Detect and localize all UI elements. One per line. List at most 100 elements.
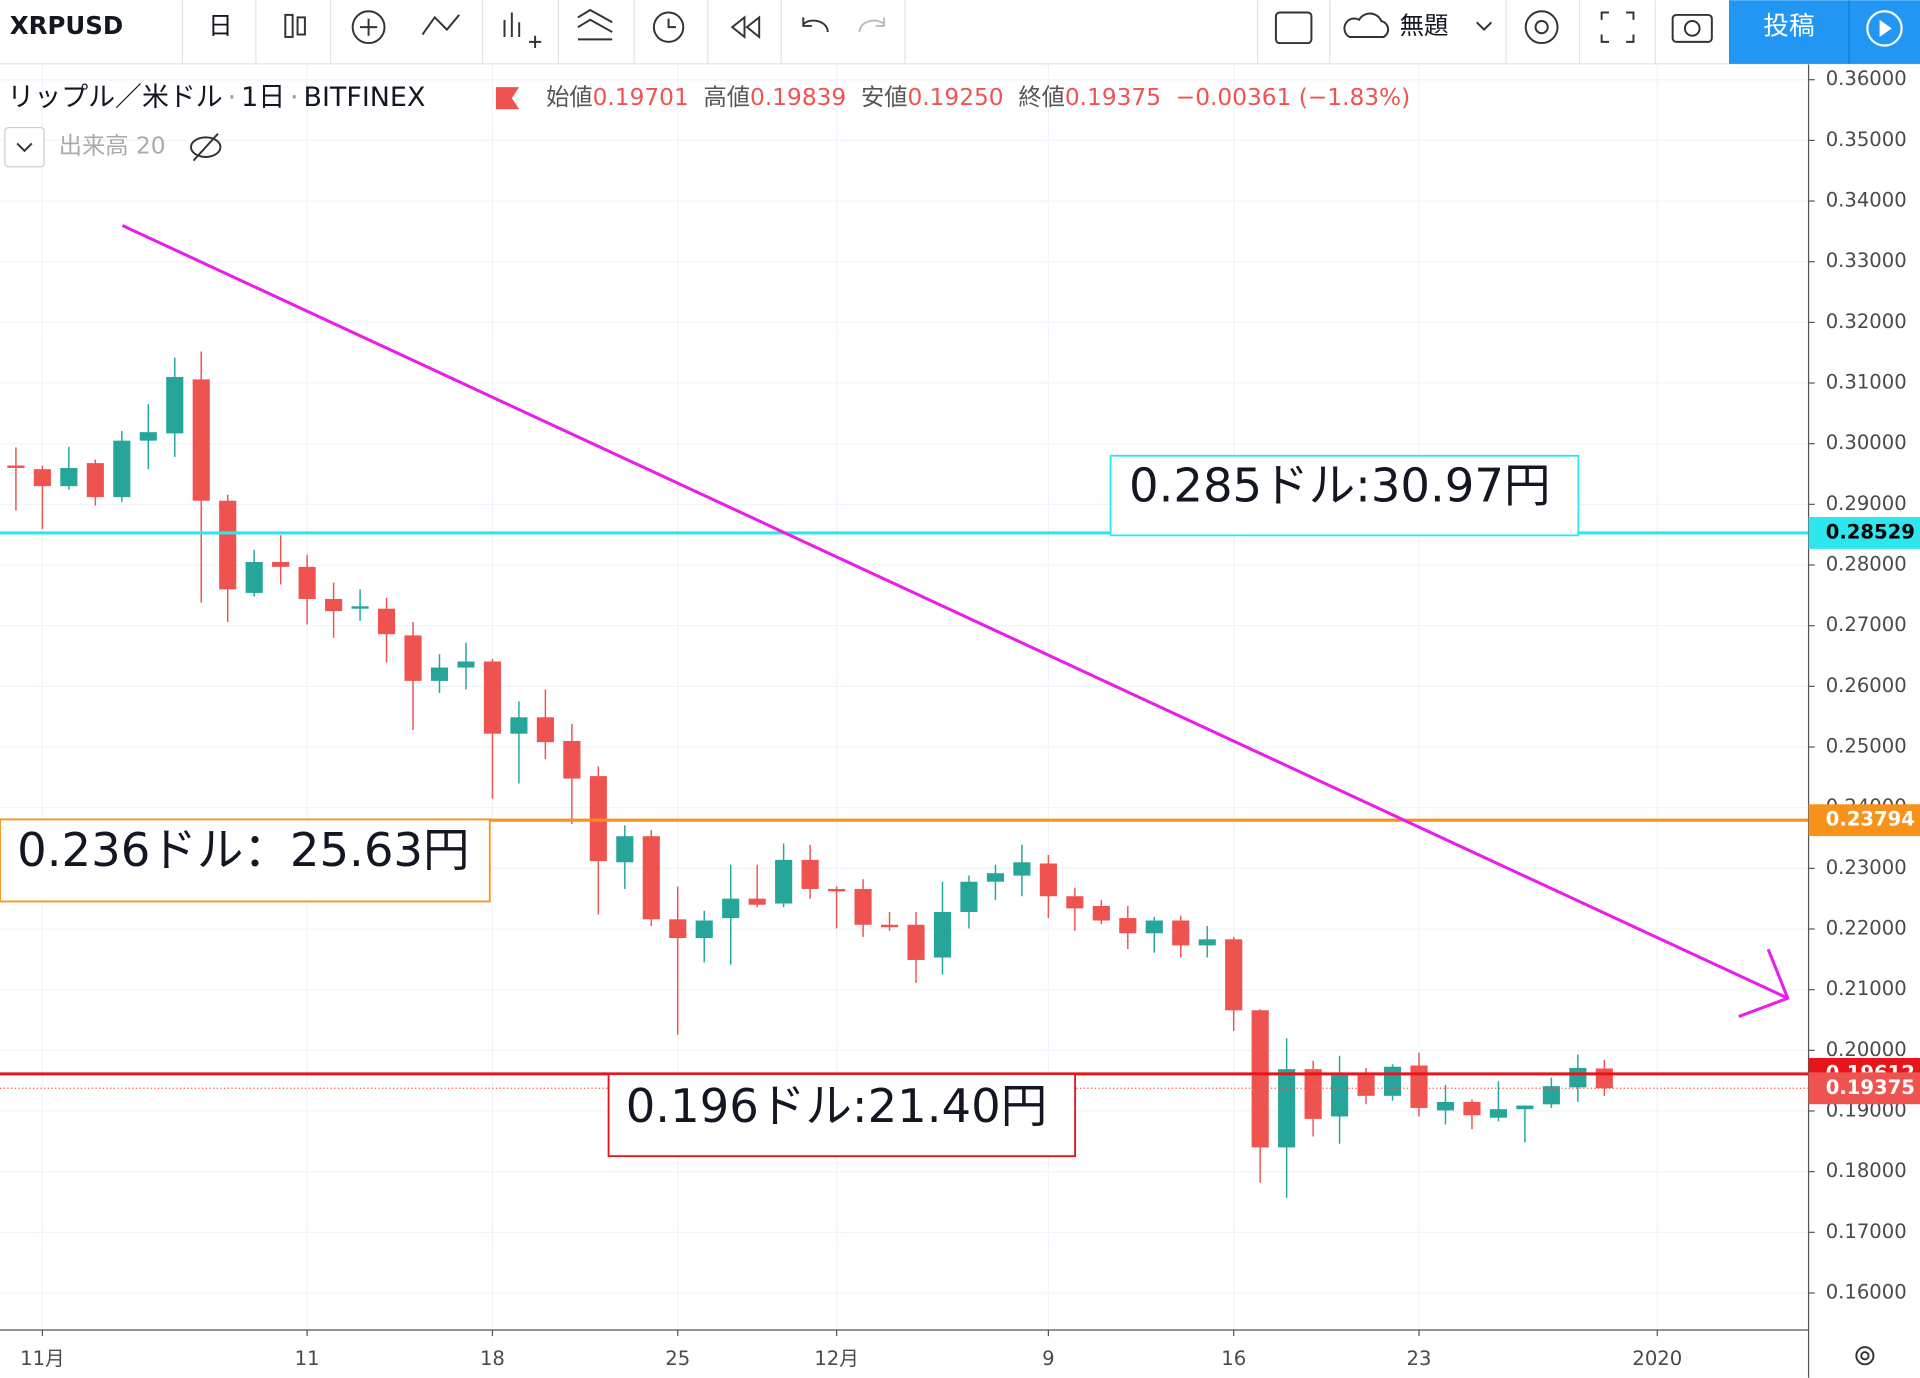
candle-body [325,598,343,612]
compare-icon[interactable] [421,14,460,36]
x-tick-label: 11 [295,1347,320,1370]
ohlc-value: 0.19250 [907,84,1003,111]
publish-button[interactable] [1728,0,1920,64]
sep: · [228,82,237,113]
y-tick-label: 0.23000 [1826,856,1907,879]
candle-body [1331,1075,1349,1117]
y-tick-label: 0.29000 [1826,492,1907,515]
y-tick-label: 0.20000 [1826,1038,1907,1061]
undo-icon[interactable] [802,17,829,33]
candle-body [1383,1066,1402,1096]
candle-body [1410,1065,1428,1108]
chevron-icon [16,142,33,153]
fullscreen-icon[interactable] [1600,11,1635,43]
y-tick-label: 0.34000 [1826,189,1907,212]
status-flag [495,87,520,110]
candle-body [642,836,660,920]
layout-icon[interactable] [1274,11,1313,45]
candle-body [298,566,316,599]
candle-body [589,776,607,862]
candle-body [801,859,819,889]
annotation-box [0,818,491,903]
candle-body [616,836,634,863]
candle-body [483,661,502,734]
y-tick-label: 0.22000 [1826,917,1907,940]
candle-body [960,881,978,913]
candle-body [1225,939,1243,1011]
candle-body [1357,1075,1375,1096]
candle-body [192,379,210,501]
candle-body [351,606,369,609]
candle-body [1516,1105,1534,1110]
candle-body [1013,862,1031,876]
candle-body [1198,939,1216,946]
candle-body [748,898,766,905]
candle-body [1304,1069,1322,1119]
x-tick-label: 11月 [20,1347,65,1370]
toolbar-bg [0,0,1920,64]
x-tick-label: 12月 [814,1347,859,1370]
candle-body [510,717,528,734]
y-tick-label: 0.16000 [1826,1281,1907,1304]
settings-gear[interactable] [1855,1346,1875,1366]
layout-name[interactable]: 無題 [1400,11,1449,40]
candle-body [33,469,51,487]
ohlc-value: 0.19839 [750,84,846,111]
dropdown-icon[interactable] [1476,21,1493,31]
collapse-button[interactable] [4,126,45,168]
candle-body [1251,1010,1269,1148]
candle-body [1436,1101,1455,1111]
y-tick-label: 0.35000 [1826,128,1907,151]
x-tick-label: 25 [665,1347,690,1370]
ohlc-label: 安値 [861,84,908,111]
time-axis [0,1330,1920,1378]
plot [0,351,1809,1198]
candle-body [1595,1068,1613,1089]
play-icon[interactable] [1866,10,1903,47]
toolbar: XRPUSD 日 無題 投稿 [0,0,1920,65]
y-tick-label: 0.26000 [1826,674,1907,697]
trend-arrowhead [1738,948,1790,1018]
candle-body [430,667,449,681]
interval-button[interactable]: 日 [208,11,232,40]
change-pct: (−1.83%) [1299,84,1410,111]
symbol[interactable]: XRPUSD [10,11,123,40]
candle-body [880,924,899,928]
candle-body [828,888,846,892]
settings-icon[interactable] [1524,10,1559,45]
ohlc-value: 0.19701 [593,84,689,111]
y-tick-label: 0.31000 [1826,371,1907,394]
bars-icon[interactable] [503,12,542,48]
candle-body [1278,1069,1296,1148]
snapshot-icon[interactable] [1671,13,1713,43]
ohlc-label: 高値 [704,84,751,111]
x-tick-label: 16 [1221,1347,1246,1370]
template-icon[interactable] [577,8,613,41]
y-tick-label: 0.21000 [1826,977,1907,1000]
cloud-icon [1343,12,1390,38]
publish-label[interactable]: 投稿 [1763,12,1814,42]
candle-body [457,661,475,668]
indicator-icon[interactable] [351,10,386,45]
alert-icon[interactable] [652,11,685,43]
pair-name: リップル／米ドル [7,82,222,113]
y-tick-label: 0.28000 [1826,553,1907,576]
annotation-text: 0.236ドル：25.63円 [17,823,469,877]
exchange: BITFINEX [304,82,426,113]
y-tick-label: 0.17000 [1826,1220,1907,1243]
annotation-box [1109,454,1580,537]
annotation-text: 0.196ドル:21.40円 [626,1079,1048,1133]
candle-body [536,717,554,743]
candle-body [1569,1067,1587,1088]
redo-icon[interactable] [858,17,886,33]
dividers [181,0,1657,64]
candles-icon[interactable] [284,13,306,38]
candle-body [219,500,237,590]
pair: リップル／米ドル · 1日 · BITFINEX [7,82,425,113]
candle-body [933,912,952,958]
legend: リップル／米ドル · 1日 · BITFINEX 始値0.19701 高値0.19839… [4,82,1410,168]
hide-icon[interactable] [190,133,222,162]
replay-icon[interactable] [730,15,761,39]
axis-labels: 0.16000 0.17000 0.18000 0.19000 0.20000 0.210… [20,67,1920,1370]
